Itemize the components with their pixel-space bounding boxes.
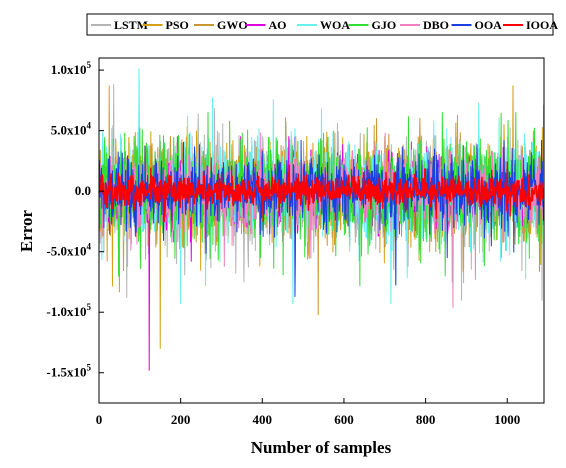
plot-frame — [98, 57, 545, 404]
legend-label-dbo: DBO — [423, 18, 449, 32]
legend-label-pso: PSO — [166, 18, 189, 32]
y-tick-label: -1.0x105 — [46, 302, 91, 319]
legend-box — [86, 13, 554, 36]
y-tick-label: -5.0x104 — [46, 242, 91, 259]
x-tick-label: 800 — [416, 412, 436, 427]
legend-label-ao: AO — [269, 18, 287, 32]
x-axis-title: Number of samples — [251, 438, 392, 457]
legend-label-ooa: OOA — [475, 18, 503, 32]
legend-label-gjo: GJO — [372, 18, 397, 32]
legend-label-lstm: LSTM — [114, 18, 148, 32]
y-tick-label: 1.0x105 — [51, 60, 92, 77]
series-line-iooa — [98, 161, 545, 223]
x-tick-label: 400 — [253, 412, 273, 427]
y-axis: 1.0x105 5.0x104 0.0 -5.0x104 -1.0x105 -1.5x10… — [46, 60, 104, 380]
y-tick-label: 0.0 — [75, 183, 91, 198]
legend: LSTM PSO GWO AO WOA GJO DBO OOA IOOA — [86, 13, 558, 36]
legend-label-gwo: GWO — [217, 18, 248, 32]
x-axis: 0 200 400 600 800 1000 — [96, 398, 520, 427]
y-axis-title: Error — [17, 209, 36, 252]
y-tick-label: 5.0x104 — [51, 121, 92, 138]
y-tick-label: -1.5x105 — [46, 363, 91, 380]
series-layer — [98, 68, 545, 371]
x-tick-label: 1000 — [494, 412, 520, 427]
x-tick-label: 0 — [96, 412, 103, 427]
legend-label-iooa: IOOA — [526, 18, 558, 32]
x-tick-label: 600 — [334, 412, 354, 427]
legend-label-woa: WOA — [320, 18, 350, 32]
x-tick-label: 200 — [171, 412, 191, 427]
